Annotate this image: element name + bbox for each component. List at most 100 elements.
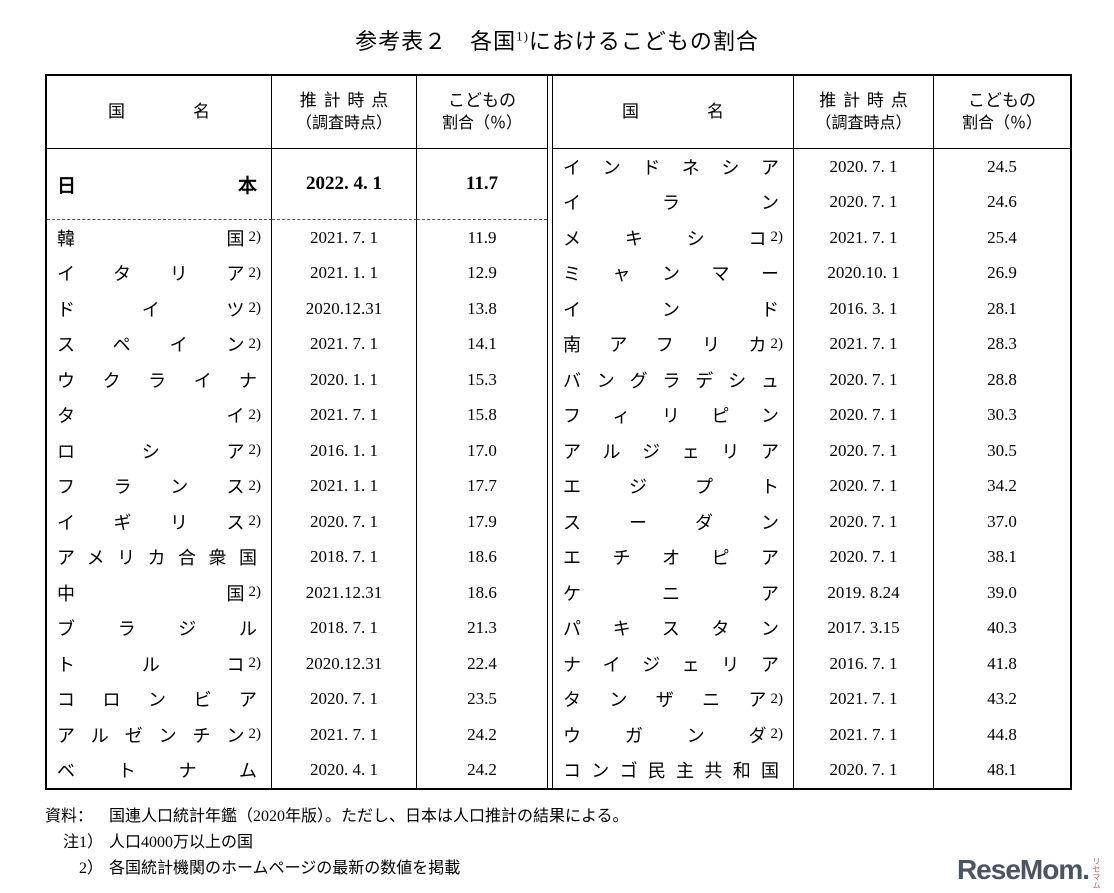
- country-footnote-marker: 2): [248, 335, 262, 352]
- date-cell: 2021. 7. 1: [794, 220, 934, 256]
- date-value: 2020.12.31: [305, 653, 383, 673]
- ratio-cell: 40.3: [934, 611, 1070, 647]
- ratio-cell: 18.6: [417, 540, 547, 576]
- ratio-cell: 24.5: [934, 149, 1070, 185]
- ratio-cell: 30.3: [934, 398, 1070, 434]
- ratio-cell: 26.9: [934, 256, 1070, 292]
- country-name: ドイツ: [57, 299, 245, 320]
- date-cell: 2020. 7. 1: [794, 539, 934, 575]
- ratio-cell: 28.3: [934, 327, 1070, 363]
- header-date-line2: （調査時点）: [295, 114, 392, 132]
- date-cell: 2020. 7. 1: [794, 362, 934, 398]
- country-cell: ウガンダ 2): [553, 717, 794, 753]
- date-value: 2018. 7. 1: [310, 547, 378, 567]
- header-ratio-line1: こどもの: [968, 90, 1036, 110]
- title-footnote-marker: 1): [516, 28, 529, 44]
- country-name: ロシア: [57, 441, 245, 462]
- ratio-value: 30.5: [987, 440, 1017, 460]
- country-name: 南アフリカ: [563, 335, 767, 356]
- ratio-cell: 14.1: [417, 327, 547, 363]
- country-cell: ケニア: [553, 575, 794, 611]
- country-cell: 中国 2): [47, 575, 272, 611]
- date-value: 2020. 7. 1: [310, 689, 378, 709]
- footnote-2-label: 2）: [78, 860, 103, 877]
- date-value: 2020.10. 1: [827, 263, 900, 283]
- country-name: ブラジル: [57, 619, 257, 640]
- page-title: 参考表２ 各国1)におけるこどもの割合: [0, 0, 1114, 56]
- date-value: 2020. 7. 1: [829, 369, 898, 389]
- date-cell: 2016. 3. 1: [794, 291, 934, 327]
- ratio-value: 40.3: [987, 618, 1017, 638]
- ratio-value: 11.7: [465, 173, 499, 194]
- country-name: トルコ: [57, 654, 245, 675]
- country-cell: タンザニア 2): [553, 681, 794, 717]
- country-name: アルゼンチン: [57, 725, 245, 746]
- date-cell: 2021. 7. 1: [794, 326, 934, 362]
- country-footnote-marker: 2): [248, 442, 262, 459]
- date-value: 2021. 7. 1: [310, 724, 378, 744]
- country-cell: エジプト: [553, 468, 794, 504]
- country-footnote-marker: 2): [248, 264, 262, 281]
- source-note-text: 国連人口統計年鑑（2020年版）。ただし、日本は人口推計の結果による。: [109, 808, 629, 825]
- footnote-1-label: 注1）: [62, 834, 103, 851]
- country-footnote-marker: 2): [770, 690, 784, 707]
- date-cell: 2020. 1. 1: [272, 362, 417, 398]
- date-value: 2020. 7. 1: [829, 547, 898, 567]
- country-name: イギリス: [57, 512, 245, 533]
- country-footnote-marker: 2): [248, 584, 262, 601]
- date-value: 2021. 1. 1: [310, 476, 378, 496]
- country-name: ベトナム: [57, 761, 257, 782]
- date-value: 2021. 7. 1: [829, 227, 898, 247]
- ratio-value: 48.1: [987, 760, 1017, 780]
- ratio-value: 17.0: [467, 440, 497, 460]
- date-cell: 2016. 7. 1: [794, 646, 934, 682]
- ratio-cell: 37.0: [934, 504, 1070, 540]
- country-cell: 日本: [47, 149, 272, 220]
- country-name: タンザニア: [563, 690, 767, 711]
- country-cell: コンゴ民主共和国: [553, 752, 794, 788]
- ratio-cell: 48.1: [934, 753, 1070, 789]
- date-value: 2017. 3.15: [827, 618, 900, 638]
- country-footnote-marker: 2): [248, 229, 262, 246]
- country-name: バングラデシュ: [563, 370, 779, 391]
- ratio-cell: 12.9: [417, 256, 547, 292]
- country-cell: スーダン: [553, 504, 794, 540]
- header-date-right: 推計時点 （調査時点）: [794, 76, 934, 149]
- source-note-label: 資料：: [45, 808, 94, 825]
- date-cell: 2017. 3.15: [794, 610, 934, 646]
- ratio-value: 28.1: [987, 298, 1017, 318]
- country-name: ウクライナ: [57, 370, 257, 391]
- title-prefix: 参考表２ 各国: [355, 29, 517, 54]
- country-cell: アルゼンチン 2): [47, 717, 272, 753]
- header-date-left: 推計時点 （調査時点）: [272, 76, 417, 149]
- header-ratio-right: こどもの 割合（％）: [934, 76, 1070, 149]
- country-footnote-marker: 2): [770, 229, 784, 246]
- country-cell: ドイツ 2): [47, 291, 272, 327]
- date-value: 2021. 1. 1: [310, 263, 378, 283]
- children-ratio-table: 国 名 推計時点 （調査時点） こどもの 割合（％） 日本 2022. 4. 1…: [45, 74, 1072, 790]
- date-cell: 2020. 4. 1: [272, 752, 417, 788]
- ratio-cell: 39.0: [934, 575, 1070, 611]
- ratio-value: 38.1: [987, 547, 1017, 567]
- ratio-value: 34.2: [987, 476, 1017, 496]
- country-footnote-marker: 2): [770, 335, 784, 352]
- country-name: エチオピア: [563, 548, 779, 569]
- header-date-line2: （調査時点）: [815, 114, 912, 132]
- date-value: 2019. 8.24: [827, 582, 900, 602]
- date-cell: 2021. 7. 1: [794, 681, 934, 717]
- date-cell: 2021. 7. 1: [272, 717, 417, 753]
- ratio-value: 15.8: [467, 405, 497, 425]
- country-name: タイ: [57, 406, 245, 427]
- resemom-logo: ReseMom. リセマム: [957, 856, 1102, 890]
- country-cell: 南アフリカ 2): [553, 326, 794, 362]
- date-cell: 2020. 7. 1: [794, 184, 934, 220]
- date-value: 2016. 7. 1: [829, 653, 898, 673]
- country-cell: パキスタン: [553, 610, 794, 646]
- ratio-cell: 24.6: [934, 185, 1070, 221]
- ratio-cell: 28.1: [934, 291, 1070, 327]
- ratio-cell: 17.0: [417, 433, 547, 469]
- country-cell: 韓国 2): [47, 220, 272, 256]
- date-value: 2021. 7. 1: [829, 689, 898, 709]
- country-cell: ベトナム: [47, 752, 272, 788]
- date-cell: 2021. 1. 1: [272, 468, 417, 504]
